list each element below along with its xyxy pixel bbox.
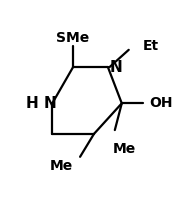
- Text: N: N: [110, 60, 122, 74]
- Text: Me: Me: [113, 141, 136, 156]
- Text: SMe: SMe: [56, 31, 90, 45]
- Text: OH: OH: [150, 96, 173, 110]
- Text: Et: Et: [143, 39, 159, 53]
- Text: Me: Me: [49, 159, 73, 173]
- Text: H N: H N: [26, 96, 57, 111]
